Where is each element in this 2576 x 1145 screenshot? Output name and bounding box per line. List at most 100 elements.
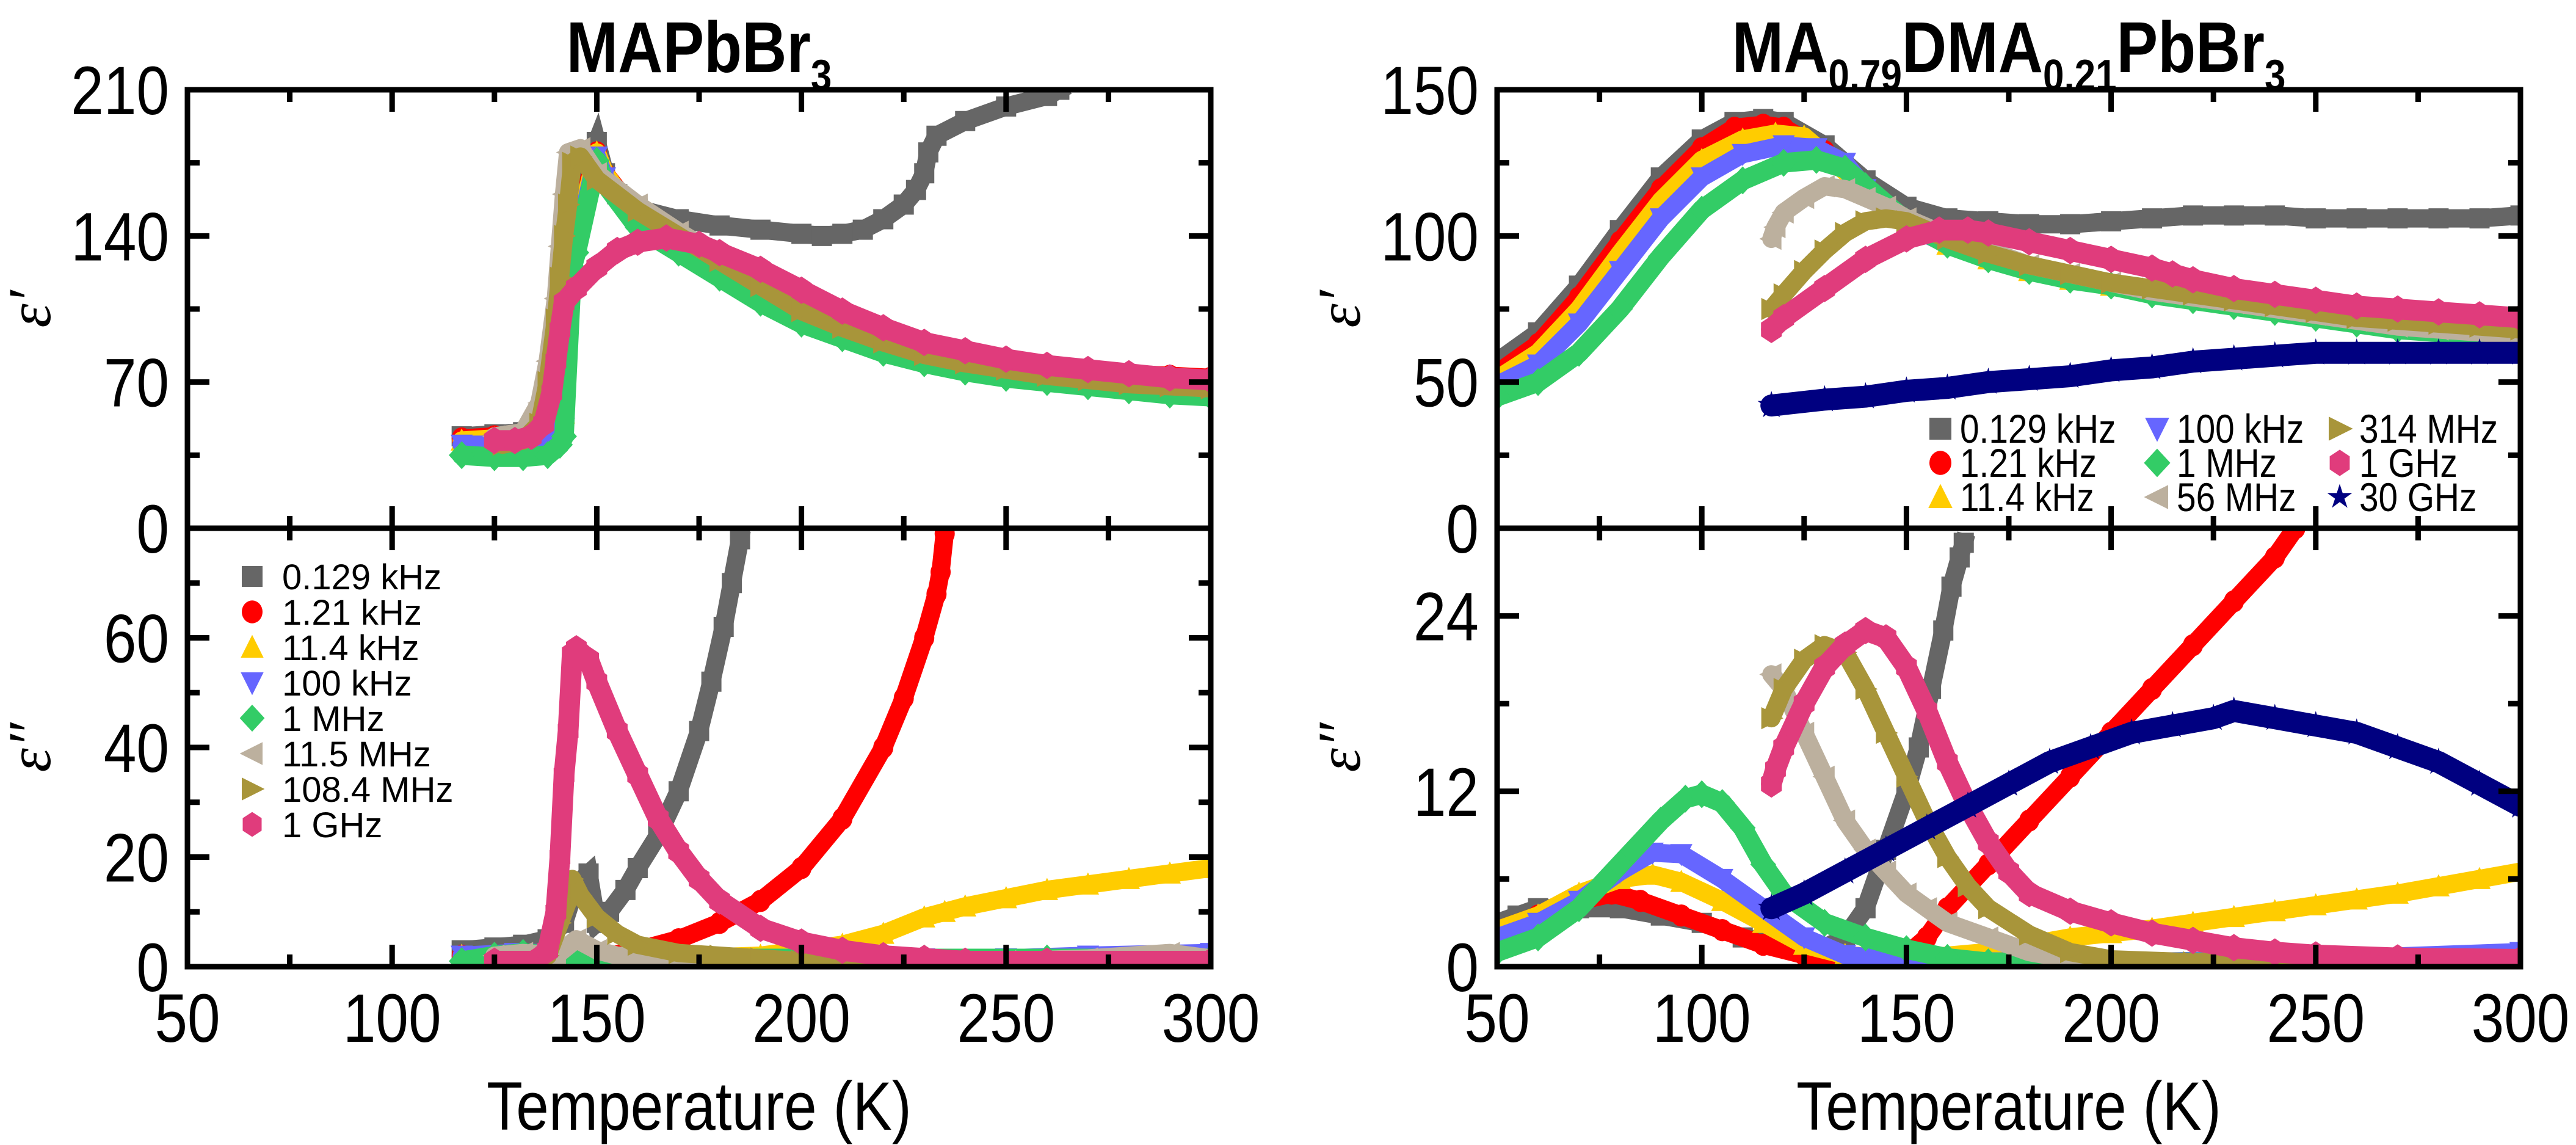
legend-item: 108.4 MHz xyxy=(242,770,453,810)
data-point xyxy=(873,942,894,967)
data-point xyxy=(2302,711,2330,738)
data-point xyxy=(1670,870,1693,892)
data-point xyxy=(1833,178,1856,200)
data-point xyxy=(926,125,947,146)
data-point xyxy=(1765,755,1786,783)
data-point xyxy=(1896,765,1919,788)
data-point xyxy=(1076,872,1100,895)
triangle-down-marker-icon xyxy=(2145,418,2169,442)
y-tick-label: 40 xyxy=(104,710,169,787)
data-point xyxy=(2506,338,2520,365)
data-point xyxy=(1975,948,2001,967)
left-bottom-series-group xyxy=(449,528,1211,967)
data-point xyxy=(954,947,976,967)
data-point xyxy=(2183,951,2205,967)
data-point xyxy=(2019,228,2040,256)
series-right-bottom-1-ghz xyxy=(1761,620,2520,967)
data-point xyxy=(557,717,579,745)
data-point xyxy=(1771,148,1797,177)
legend-item: 11.4 kHz xyxy=(241,628,419,668)
series-left-top-108-4-mhz xyxy=(493,147,1211,454)
data-point xyxy=(2100,909,2122,937)
data-point xyxy=(565,274,587,302)
data-point xyxy=(1771,201,1794,224)
data-point xyxy=(852,219,873,240)
data-point xyxy=(750,914,771,942)
square-marker-icon xyxy=(1929,418,1951,440)
data-point xyxy=(791,857,812,879)
data-point xyxy=(484,427,505,454)
data-point xyxy=(564,928,587,951)
data-point xyxy=(905,180,926,200)
diamond-marker-icon xyxy=(2144,448,2171,478)
data-point xyxy=(557,193,581,216)
x-tick-label: 250 xyxy=(957,980,1055,1056)
data-point xyxy=(872,921,894,944)
y-tick-label: 50 xyxy=(1413,345,1479,421)
data-point xyxy=(2223,934,2244,962)
data-point xyxy=(791,300,814,322)
data-point xyxy=(1566,338,1592,367)
data-point xyxy=(1892,376,1920,403)
data-point xyxy=(1757,893,1785,920)
data-point xyxy=(2265,546,2285,569)
legend-item: 30 GHz xyxy=(2327,475,2476,520)
data-point xyxy=(2222,904,2245,928)
data-point xyxy=(1974,367,2003,394)
data-point xyxy=(1794,649,1816,671)
data-point xyxy=(2386,881,2409,904)
data-point xyxy=(1978,242,2001,265)
data-point xyxy=(832,224,853,244)
data-point xyxy=(2182,911,2204,933)
legend-item: 100 kHz xyxy=(2145,407,2304,452)
data-point xyxy=(1995,769,2023,796)
data-point xyxy=(1855,617,1876,644)
data-point xyxy=(1691,167,1713,190)
data-point xyxy=(668,942,691,964)
data-point xyxy=(1933,373,1961,400)
data-point xyxy=(2506,791,2520,818)
data-point xyxy=(1896,653,1917,681)
data-point xyxy=(1525,368,1551,396)
left-bottom-y-axis-label: ε″ xyxy=(0,722,63,772)
x-tick-label: 300 xyxy=(1162,980,1260,1056)
left-top-panel: 0 70 140 210 ε′ xyxy=(0,53,1214,568)
data-point xyxy=(2059,236,2081,264)
data-point xyxy=(537,936,558,964)
data-point xyxy=(1998,858,2019,885)
data-point xyxy=(1750,850,1776,879)
right-top-y-axis-label: ε′ xyxy=(1305,289,1373,327)
left-top-frame xyxy=(184,87,1214,531)
data-point xyxy=(2346,292,2367,320)
data-point xyxy=(1036,947,1058,967)
data-point xyxy=(1814,653,1835,681)
data-point xyxy=(1159,364,1180,392)
data-point xyxy=(873,314,894,342)
data-point xyxy=(1814,239,1837,262)
data-point xyxy=(2387,295,2408,323)
data-point xyxy=(750,219,771,240)
data-point xyxy=(750,255,771,283)
data-point xyxy=(689,721,709,741)
data-point xyxy=(873,209,894,230)
left-top-series-group xyxy=(449,90,1211,471)
data-point xyxy=(2469,301,2490,329)
data-point xyxy=(2387,944,2408,967)
data-point xyxy=(1772,135,1795,158)
data-point xyxy=(1753,933,1774,956)
data-point xyxy=(2101,271,2124,294)
data-point xyxy=(709,887,730,915)
data-point xyxy=(1812,175,1835,198)
data-point xyxy=(873,736,894,759)
data-point xyxy=(1874,860,1896,883)
data-point xyxy=(2117,718,2146,745)
data-point xyxy=(1670,844,1693,867)
data-point xyxy=(1812,909,1838,937)
legend-item: 100 kHz xyxy=(241,664,412,703)
legend-item: 1.21 kHz xyxy=(1929,441,2097,486)
data-point xyxy=(709,912,730,934)
data-point xyxy=(1630,890,1651,912)
data-point xyxy=(666,238,692,267)
